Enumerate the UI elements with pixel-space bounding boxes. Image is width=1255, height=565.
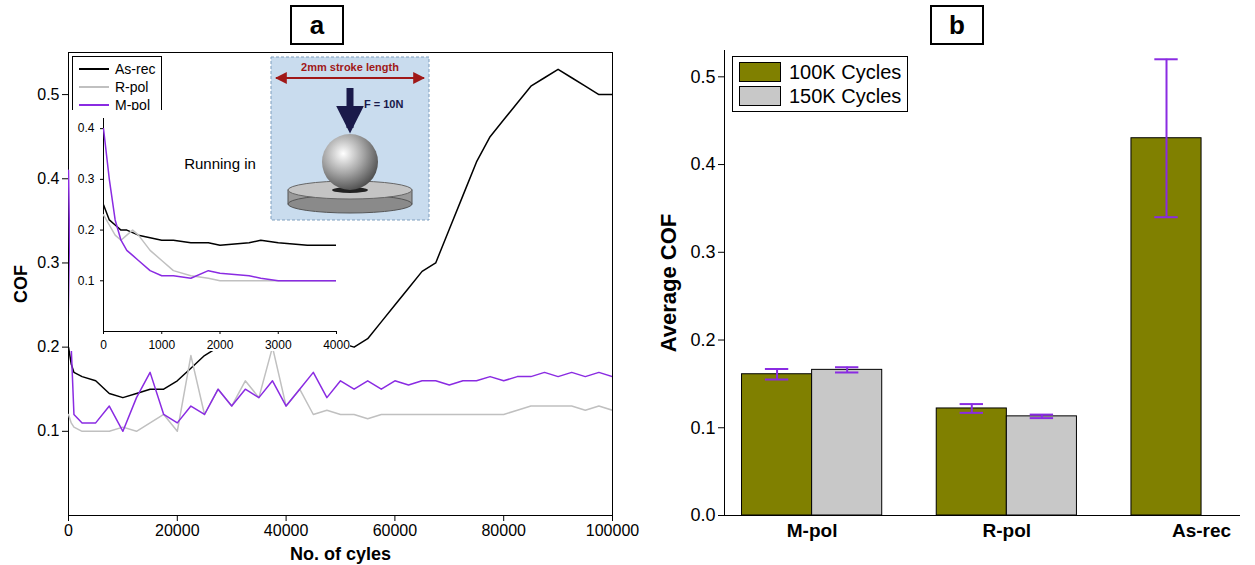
- svg-text:0.4: 0.4: [37, 170, 59, 187]
- svg-text:4000: 4000: [323, 338, 350, 351]
- svg-text:2000: 2000: [207, 338, 234, 351]
- html-text:b: b: [949, 10, 965, 40]
- svg-text:0.5: 0.5: [37, 86, 59, 103]
- html-text:M-pol: M-pol: [115, 97, 150, 113]
- svg-text:0.4: 0.4: [690, 154, 715, 174]
- svg-text:0: 0: [100, 338, 107, 351]
- svg-text:3000: 3000: [265, 338, 292, 351]
- svg-text:80000: 80000: [481, 522, 526, 539]
- svg-text:0: 0: [64, 522, 73, 539]
- svg-text:2mm stroke length: 2mm stroke length: [301, 61, 399, 73]
- html-text:100K Cycles: 100K Cycles: [789, 61, 902, 83]
- svg-text:0.2: 0.2: [78, 223, 95, 237]
- svg-text:COF: COF: [11, 265, 31, 303]
- svg-text:Running in: Running in: [184, 155, 256, 172]
- svg-text:0.3: 0.3: [37, 254, 59, 271]
- svg-text:100000: 100000: [586, 522, 639, 539]
- html-text:R-pol: R-pol: [115, 79, 149, 95]
- svg-text:0.1: 0.1: [690, 418, 715, 438]
- svg-text:1000: 1000: [148, 338, 175, 351]
- html-text:150K Cycles: 150K Cycles: [789, 85, 902, 107]
- svg-text:60000: 60000: [373, 522, 418, 539]
- svg-text:0.4: 0.4: [78, 121, 95, 135]
- svg-text:0.2: 0.2: [37, 338, 59, 355]
- html-text:As-rec: As-rec: [115, 61, 156, 77]
- svg-text:0.5: 0.5: [690, 67, 715, 87]
- svg-text:0.0: 0.0: [690, 505, 715, 525]
- html-text:a: a: [309, 10, 325, 40]
- svg-text:Average COF: Average COF: [656, 214, 681, 353]
- svg-text:0.1: 0.1: [37, 422, 59, 439]
- svg-text:R-pol: R-pol: [983, 520, 1032, 541]
- svg-text:0.1: 0.1: [78, 274, 95, 288]
- svg-text:0.2: 0.2: [690, 330, 715, 350]
- svg-text:F = 10N: F = 10N: [364, 98, 403, 110]
- svg-text:As-rec: As-rec: [1172, 520, 1232, 541]
- svg-text:No. of cyles: No. of cyles: [290, 544, 391, 564]
- svg-text:40000: 40000: [264, 522, 309, 539]
- svg-text:M-pol: M-pol: [787, 520, 838, 541]
- svg-text:20000: 20000: [155, 522, 200, 539]
- svg-text:0.3: 0.3: [690, 242, 715, 262]
- svg-text:0.3: 0.3: [78, 172, 95, 186]
